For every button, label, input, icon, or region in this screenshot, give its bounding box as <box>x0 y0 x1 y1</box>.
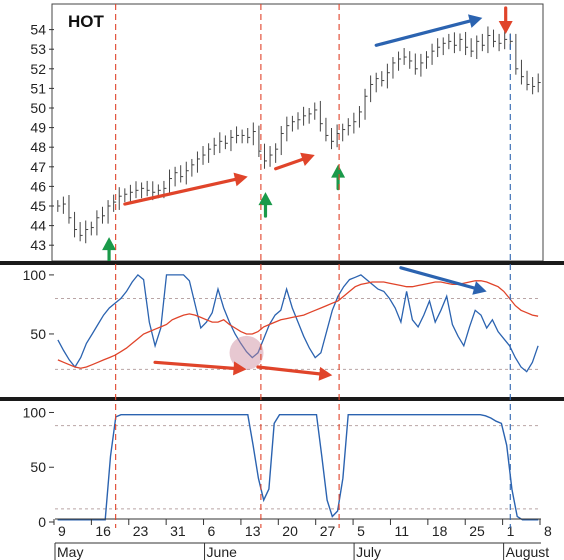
price-ytick-label: 50 <box>30 100 46 116</box>
green-up-arrow <box>331 164 346 191</box>
red-divergence-arrow-shaft <box>153 360 236 370</box>
red-divergence-arrow <box>256 365 333 381</box>
indicator-lines <box>57 273 539 373</box>
oscillator-ytick-label: 0 <box>38 514 46 530</box>
red-trend-arrow-shaft <box>123 177 237 206</box>
price-ytick-label: 49 <box>30 120 46 136</box>
price-ytick-label: 45 <box>30 198 46 214</box>
oscillator-ytick-label: 50 <box>30 459 46 475</box>
price-ytick-label: 48 <box>30 139 46 155</box>
blue-trend-arrow-head <box>468 14 483 28</box>
green-up-arrow-head <box>258 192 273 206</box>
red-divergence-arrow <box>153 360 247 376</box>
red-divergence-arrow-shaft <box>256 365 321 376</box>
green-up-arrow-head <box>102 237 117 251</box>
blue-divergence-arrow <box>399 266 487 295</box>
date-tick-label: 9 <box>58 523 66 539</box>
date-tick-label: 16 <box>95 523 111 539</box>
date-tick-label: 1 <box>507 523 515 539</box>
month-label: June <box>207 544 238 560</box>
indicator-series-line <box>57 273 539 373</box>
green-up-arrow-head <box>331 164 346 178</box>
red-down-arrow-head <box>498 21 513 34</box>
indicator-series-line <box>57 280 539 369</box>
date-tick-label: 8 <box>544 523 552 539</box>
price-panel-frame <box>51 3 544 262</box>
red-down-arrow <box>498 6 513 34</box>
date-tick-label: 25 <box>469 523 485 539</box>
price-ytick-label: 47 <box>30 159 46 175</box>
panel-divider-top <box>0 261 564 265</box>
price-bars <box>57 26 541 244</box>
red-divergence-arrow-head <box>233 361 247 376</box>
red-divergence-arrow-head <box>318 366 333 381</box>
indicator-y-axis: 50 100 <box>23 267 541 370</box>
price-ytick-label: 52 <box>30 61 46 77</box>
panel-divider-bottom <box>0 397 564 401</box>
date-tick-label: 18 <box>432 523 448 539</box>
price-annotations <box>102 6 513 263</box>
oscillator-panel: 0 50 100 <box>23 404 541 530</box>
date-tick-label: 27 <box>320 523 336 539</box>
indicator-ytick-label: 50 <box>30 326 46 342</box>
price-panel: HOT 43 44 45 46 47 48 49 50 51 52 53 54 <box>30 3 544 263</box>
date-tick-label: 11 <box>394 523 409 539</box>
price-y-axis: 43 44 45 46 47 48 49 50 51 52 53 54 <box>30 22 54 253</box>
oscillator-ytick-label: 100 <box>23 404 47 420</box>
divergence-highlight <box>229 335 264 370</box>
date-tick-label: 31 <box>170 523 186 539</box>
price-ytick-label: 53 <box>30 41 46 57</box>
red-trend-arrow-head <box>233 172 248 187</box>
red-trend-arrow <box>123 172 248 206</box>
date-tick-label: 23 <box>133 523 149 539</box>
price-ytick-label: 54 <box>30 22 46 38</box>
oscillator-y-axis: 0 50 100 <box>23 404 541 530</box>
blue-trend-arrow <box>374 14 483 47</box>
event-lines <box>115 4 511 528</box>
date-tick-label: 13 <box>245 523 261 539</box>
red-trend-arrow <box>274 152 315 171</box>
chart-title: HOT <box>68 12 105 31</box>
date-tick-label: 20 <box>282 523 298 539</box>
blue-trend-arrow-shaft <box>374 19 472 47</box>
date-tick-label: 6 <box>208 523 216 539</box>
price-ytick-label: 51 <box>30 80 46 96</box>
month-label: May <box>57 544 83 560</box>
blue-divergence-arrow-head <box>472 281 487 295</box>
oscillator-lines <box>57 414 539 521</box>
month-label: August <box>506 544 550 560</box>
indicator-panel: 50 100 <box>23 266 541 381</box>
price-ytick-label: 44 <box>30 218 46 234</box>
price-ytick-label: 46 <box>30 178 46 194</box>
month-label: July <box>356 544 381 560</box>
blue-divergence-arrow-shaft <box>399 266 476 290</box>
green-up-arrow <box>102 237 117 263</box>
red-trend-arrow-head <box>300 152 315 166</box>
price-ytick-label: 43 <box>30 237 46 253</box>
indicator-ytick-label: 100 <box>23 267 47 283</box>
red-trend-arrow-shaft <box>274 157 305 171</box>
indicator-annotations <box>153 266 487 381</box>
green-up-arrow <box>258 192 273 218</box>
oscillator-series-line <box>57 414 539 521</box>
date-tick-label: 5 <box>357 523 365 539</box>
